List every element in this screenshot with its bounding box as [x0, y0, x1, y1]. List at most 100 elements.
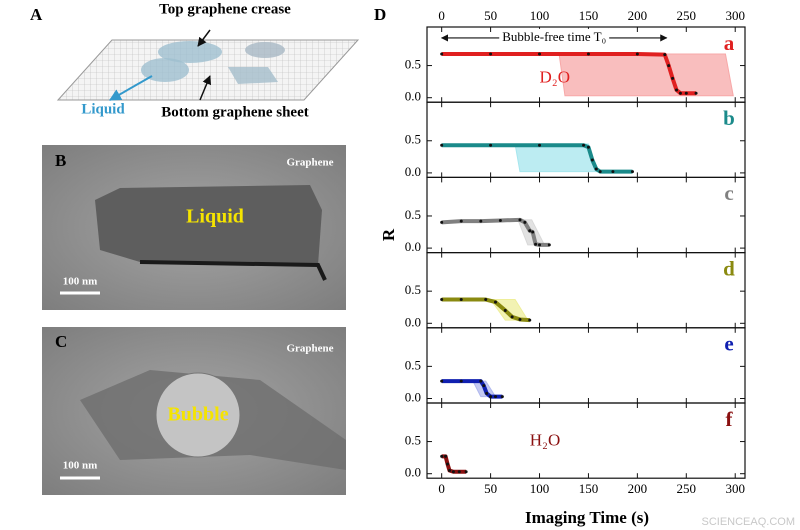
data-point [586, 52, 590, 56]
y-tick-label: 0.0 [405, 389, 421, 404]
y-tick-label: 0.5 [405, 207, 421, 222]
panel-a: A Top graphene crease Liquid Bottom grap… [30, 1, 360, 120]
watermark: SCIENCEAQ.COM [701, 516, 795, 528]
crease [228, 67, 278, 84]
data-point [523, 220, 527, 224]
annotation: D₂O [540, 67, 570, 86]
data-point [538, 143, 542, 147]
data-point [547, 243, 551, 247]
data-point [493, 395, 497, 399]
x-tick-label: 0 [438, 481, 445, 496]
data-point [671, 76, 675, 80]
data-point [440, 454, 444, 458]
label: Liquid [81, 101, 125, 117]
data-point [498, 218, 502, 222]
label: Bubble [167, 404, 228, 426]
data-point [667, 64, 671, 68]
panel-label: A [30, 5, 43, 24]
y-tick-label: 0.0 [405, 164, 421, 179]
data-point [528, 229, 532, 233]
x-tick-label: 250 [677, 8, 697, 23]
x-tick-label: 0 [438, 8, 445, 23]
data-point [440, 298, 444, 302]
data-point [440, 379, 444, 383]
annotation: H₂O [530, 430, 560, 449]
panel-c: C Graphene Bubble 100 nm [42, 327, 346, 495]
data-point [538, 52, 542, 56]
data-point [528, 318, 532, 322]
y-axis-label: R [379, 228, 398, 241]
panel-letter: b [723, 106, 735, 130]
scale-label: 100 nm [63, 460, 98, 472]
y-tick-label: 0.0 [405, 465, 421, 480]
x-tick-label: 300 [725, 8, 745, 23]
label: Liquid [186, 206, 244, 228]
plot-frame [426, 176, 746, 254]
data-line [441, 143, 633, 174]
data-point [598, 170, 602, 174]
data-point [493, 300, 497, 304]
x-tick-label: 200 [628, 481, 648, 496]
data-point [503, 308, 507, 312]
panel-letter: f [726, 407, 734, 431]
arrow [108, 75, 153, 101]
y-tick-label: 0.0 [405, 314, 421, 329]
y-tick-label: 0.5 [405, 132, 421, 147]
crease [245, 42, 285, 58]
data-point [594, 167, 598, 171]
x-tick-label: 300 [725, 481, 745, 496]
data-point [451, 470, 455, 474]
liquid-region [95, 185, 322, 265]
y-tick-label: 0.5 [405, 357, 421, 372]
data-point [684, 91, 688, 95]
data-point [663, 53, 667, 57]
data-point [457, 470, 461, 474]
data-point [590, 158, 594, 162]
x-tick-label: 200 [628, 8, 648, 23]
y-tick-label: 0.5 [405, 57, 421, 72]
data-point [518, 317, 522, 321]
plot-frame [426, 327, 746, 404]
x-tick-label: 100 [530, 481, 550, 496]
x-tick-label: 50 [484, 8, 497, 23]
arrow [197, 29, 211, 47]
data-point [440, 52, 444, 56]
x-tick-label: 100 [530, 8, 550, 23]
y-tick-label: 0.0 [405, 239, 421, 254]
data-point [446, 462, 450, 466]
data-line [441, 454, 467, 474]
data-point [675, 88, 679, 92]
bubble [155, 372, 241, 458]
data-point [635, 52, 639, 56]
data-point [510, 315, 514, 319]
graphene-sheet [56, 39, 360, 101]
arrow-label: Bubble-free time T₀ [502, 29, 606, 44]
data-point [518, 218, 522, 222]
data-point [586, 145, 590, 149]
y-tick-label: 0.5 [405, 282, 421, 297]
plot-frame [426, 252, 746, 329]
data-point [531, 230, 535, 234]
data-point [694, 91, 698, 95]
data-point [479, 219, 483, 223]
data-point [630, 170, 634, 174]
panel-label: B [55, 151, 66, 170]
data-point [440, 143, 444, 147]
data-point [464, 470, 468, 474]
data-point [611, 170, 615, 174]
data-point [479, 379, 483, 383]
x-tick-label: 250 [677, 481, 697, 496]
shaded-range [558, 53, 734, 97]
plot-frame [426, 402, 746, 479]
data-point [459, 219, 463, 223]
data-point [489, 395, 493, 399]
shaded-range [514, 143, 597, 173]
x-tick-label: 150 [579, 481, 599, 496]
panel-b: B Graphene Liquid 100 nm [42, 145, 346, 310]
data-point [678, 91, 682, 95]
panel-label: C [55, 332, 67, 351]
data-point [485, 391, 489, 395]
data-point [444, 454, 448, 458]
label-background [499, 28, 610, 44]
x-axis-label: Imaging Time (s) [525, 508, 649, 527]
